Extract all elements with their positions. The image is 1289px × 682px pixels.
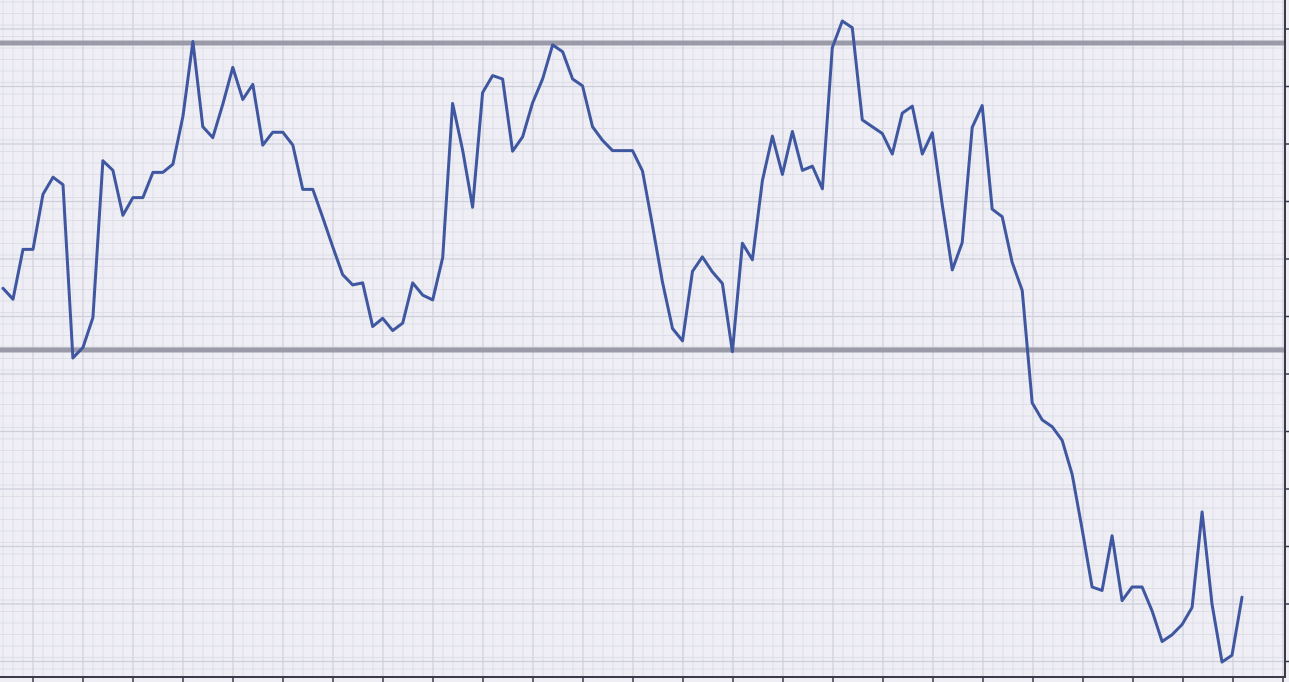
series-layer (1, 19, 1244, 664)
series-line (1, 19, 1244, 664)
reference-lines (0, 40, 1284, 353)
